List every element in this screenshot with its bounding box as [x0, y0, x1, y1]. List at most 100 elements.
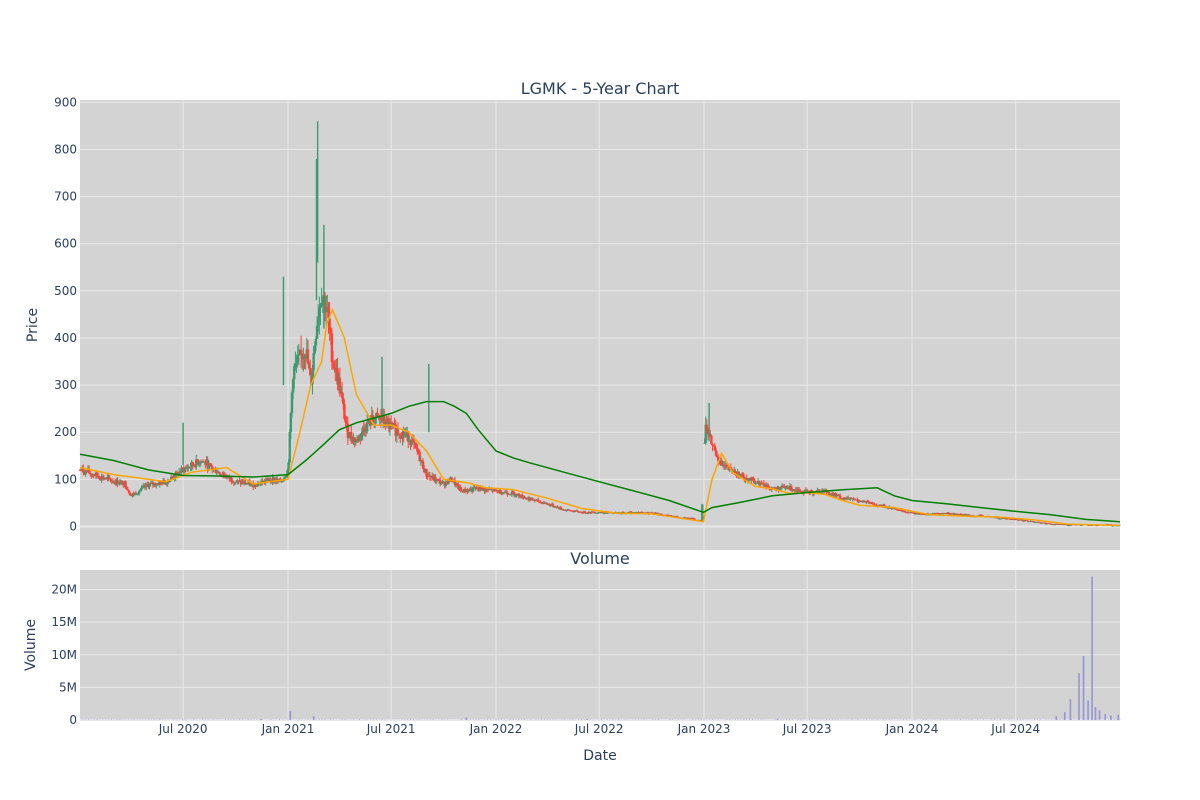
candle-body — [385, 419, 388, 427]
volume-bar — [404, 719, 406, 720]
candle-body — [265, 478, 269, 481]
candle-body — [506, 493, 509, 495]
candle-body — [249, 483, 253, 486]
volume-bar — [583, 719, 585, 720]
volume-bar — [1039, 719, 1041, 720]
candle-body — [92, 474, 95, 476]
candle-body — [313, 345, 316, 354]
volume-bar — [749, 719, 751, 720]
candle-body — [715, 455, 719, 458]
candle-body — [583, 511, 587, 513]
candle-body — [1049, 523, 1053, 525]
volume-bar — [751, 719, 753, 720]
volume-bar — [800, 719, 802, 720]
volume-bar — [173, 719, 175, 720]
candle-body — [389, 422, 393, 424]
candle-body — [1045, 523, 1048, 525]
volume-bar — [959, 719, 961, 720]
candle-body — [309, 368, 312, 376]
volume-bar — [1022, 719, 1024, 720]
volume-bar — [914, 719, 916, 720]
volume-bar — [486, 719, 488, 720]
candle-body — [420, 460, 424, 462]
candle-body — [903, 511, 907, 513]
volume-bar — [344, 719, 346, 720]
volume-bar — [176, 719, 178, 720]
candle-body — [580, 511, 583, 513]
candle-body — [837, 495, 841, 496]
volume-bar — [637, 719, 639, 720]
x-tick-label: Jan 2023 — [677, 722, 731, 736]
volume-bar — [942, 719, 944, 720]
volume-bar — [737, 719, 739, 720]
volume-bar — [1034, 719, 1036, 720]
candle-body — [317, 319, 320, 326]
volume-bar — [1059, 719, 1061, 720]
candle-body — [181, 468, 184, 470]
volume-bar — [580, 719, 582, 720]
candle-body — [706, 429, 710, 435]
candle-body — [117, 483, 120, 485]
volume-bar — [1069, 699, 1072, 720]
candle-body — [895, 508, 899, 511]
volume-bar — [786, 719, 788, 720]
volume-bar — [227, 719, 229, 720]
volume-bar — [740, 719, 742, 720]
volume-bar — [1110, 715, 1112, 720]
candle-body — [144, 484, 148, 488]
price-grid — [80, 100, 1120, 550]
volume-bar — [287, 719, 289, 720]
price-tick-label: 0 — [69, 519, 77, 533]
volume-bar — [107, 719, 109, 720]
volume-bar — [333, 719, 335, 720]
volume-bar — [444, 719, 446, 720]
candle-body — [517, 493, 520, 497]
candle-body — [321, 297, 324, 303]
volume-bar — [697, 719, 699, 720]
candle-body — [127, 490, 131, 493]
candle-body — [135, 493, 139, 495]
candle-body — [593, 512, 597, 514]
candle-body — [124, 481, 127, 488]
volume-bar — [256, 719, 258, 720]
candle-body — [315, 325, 319, 339]
volume-bar — [776, 718, 779, 720]
candle-body — [234, 482, 238, 483]
candle-body — [494, 489, 498, 491]
volume-bars — [79, 576, 1121, 720]
candle-body — [177, 472, 181, 476]
candle-body — [666, 514, 670, 516]
candle-body — [857, 500, 860, 502]
volume-bar — [808, 719, 810, 720]
candle-body — [283, 477, 287, 479]
x-tick-label: Jan 2024 — [885, 722, 939, 736]
candle-body — [344, 418, 347, 423]
candle-body — [291, 379, 295, 393]
candle-body — [324, 309, 328, 313]
candle-body — [375, 413, 378, 419]
volume-bar — [780, 719, 782, 720]
volume-bar — [410, 719, 412, 720]
candle-body — [128, 492, 132, 496]
candle-body — [510, 491, 514, 495]
candle-body — [217, 471, 221, 474]
volume-bar — [885, 719, 887, 720]
candle-body — [556, 506, 559, 508]
candle-body — [476, 488, 479, 490]
candle-body — [126, 489, 130, 491]
volume-tick-label: 0 — [69, 713, 77, 727]
volume-ticks: 0 5M 10M 15M 20M — [51, 583, 77, 727]
candle-body — [413, 443, 417, 444]
candle-body — [199, 462, 203, 464]
candle-body — [710, 435, 713, 445]
volume-bar — [88, 719, 90, 720]
price-plot-background — [80, 100, 1120, 550]
candle-body — [453, 480, 457, 486]
candle-body — [880, 504, 883, 506]
candle-body — [457, 483, 460, 489]
candle-body — [562, 509, 565, 511]
candle-body — [725, 464, 728, 466]
candle-body — [236, 480, 239, 483]
volume-bar — [734, 719, 736, 720]
volume-bar — [489, 719, 491, 720]
